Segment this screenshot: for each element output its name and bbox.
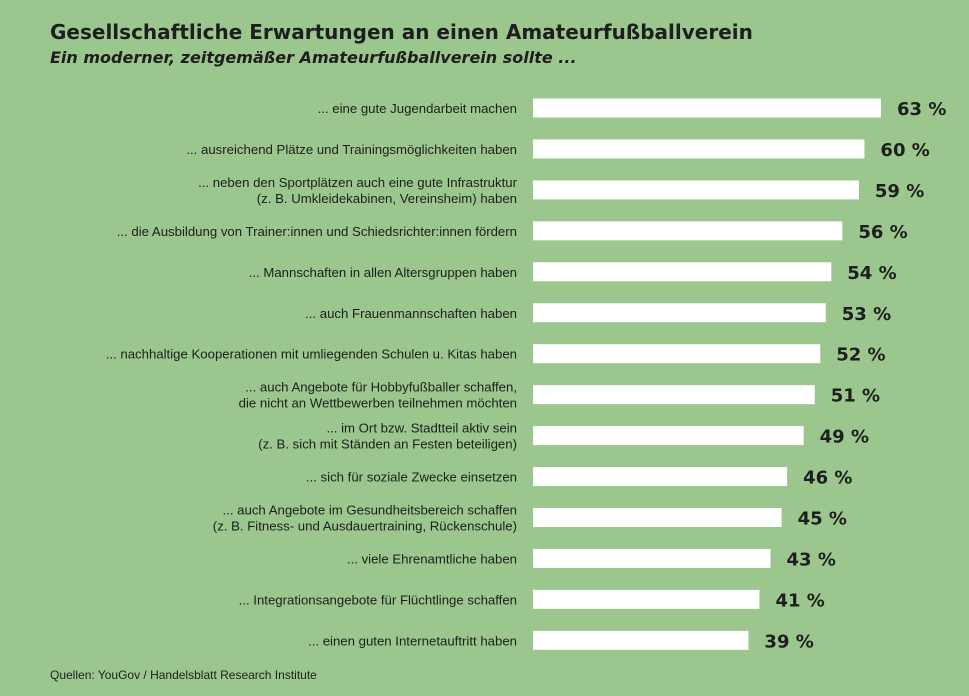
bar xyxy=(533,344,821,364)
value-label: 43 % xyxy=(787,549,836,570)
bar xyxy=(533,385,815,405)
value-label: 60 % xyxy=(880,140,929,161)
bar xyxy=(533,303,826,323)
bar xyxy=(533,221,843,241)
category-label: ... auch Angebote für Hobbyfußballer sch… xyxy=(239,380,517,411)
bar xyxy=(533,139,865,159)
category-label: ... auch Frauenmannschaften haben xyxy=(305,306,517,321)
value-label: 46 % xyxy=(803,468,852,489)
value-label: 51 % xyxy=(831,386,880,407)
value-label: 59 % xyxy=(875,181,924,202)
bar xyxy=(533,426,804,446)
value-label: 56 % xyxy=(858,222,907,243)
bar xyxy=(533,180,859,200)
category-label: ... sich für soziale Zwecke einsetzen xyxy=(306,470,517,485)
value-label: 63 % xyxy=(897,99,946,120)
category-label: ... eine gute Jugendarbeit machen xyxy=(318,101,517,116)
bar xyxy=(533,630,749,650)
value-label: 49 % xyxy=(820,427,869,448)
value-label: 39 % xyxy=(764,631,813,652)
bar xyxy=(533,262,832,282)
bar xyxy=(533,589,760,609)
chart-title: Gesellschaftliche Erwartungen an einen A… xyxy=(50,20,753,44)
category-label: ... einen guten Internetauftritt haben xyxy=(308,633,517,648)
bar xyxy=(533,508,782,527)
category-label: ... auch Angebote im Gesundheitsbereich … xyxy=(213,503,517,534)
value-label: 41 % xyxy=(775,590,824,611)
bar xyxy=(533,467,788,487)
bar xyxy=(533,548,771,568)
category-label: ... nachhaltige Kooperationen mit umlieg… xyxy=(106,347,517,362)
bar xyxy=(533,98,881,118)
category-label: ... viele Ehrenamtliche haben xyxy=(347,551,517,566)
chart-subtitle: Ein moderner, zeitgemäßer Amateurfußball… xyxy=(50,48,577,67)
value-label: 52 % xyxy=(836,345,885,366)
value-label: 45 % xyxy=(798,509,847,530)
category-label: ... ausreichend Plätze und Trainingsmögl… xyxy=(186,142,517,157)
value-label: 54 % xyxy=(847,263,896,284)
category-label: ... neben den Sportplätzen auch eine gut… xyxy=(198,175,518,206)
source-note: Quellen: YouGov / Handelsblatt Research … xyxy=(50,668,317,682)
category-label: ... die Ausbildung von Trainer:innen und… xyxy=(117,224,517,239)
category-label: ... im Ort bzw. Stadtteil aktiv sein (z. … xyxy=(258,421,517,452)
value-label: 53 % xyxy=(842,304,891,325)
category-label: ... Mannschaften in allen Altersgruppen … xyxy=(249,265,517,280)
category-label: ... Integrationsangebote für Flüchtlinge… xyxy=(239,592,517,607)
